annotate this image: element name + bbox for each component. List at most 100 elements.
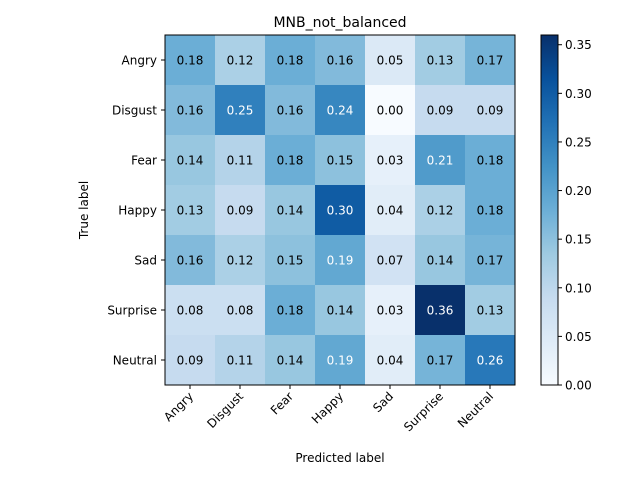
cell-value-label: 0.18 [177,54,204,68]
cell-value-label: 0.13 [477,304,504,318]
cell-value-label: 0.14 [327,304,354,318]
heatmap-cell [415,335,466,386]
cell-value-label: 0.15 [327,154,354,168]
cell-value-label: 0.09 [177,354,204,368]
cell-value-label: 0.03 [377,154,404,168]
heatmap-cell [465,135,516,186]
x-tick-label: Surprise [401,389,446,434]
heatmap-cell [365,85,416,136]
colorbar-tick-label: 0.10 [565,281,592,295]
heatmap-cell [465,85,516,136]
cell-value-label: 0.26 [477,354,504,368]
y-tick-label: Fear [131,154,157,168]
heatmap-cell [415,235,466,286]
cell-value-label: 0.14 [277,204,304,218]
cell-value-label: 0.13 [177,204,204,218]
heatmap-cell [315,185,366,236]
cell-value-label: 0.08 [177,304,204,318]
colorbar-ticks: 0.00 0.05 0.10 0.15 0.20 0.25 0.30 0.35 [558,38,592,393]
x-tick-label: Happy [309,389,346,426]
heatmap-cell [265,285,316,336]
cell-value-label: 0.17 [477,254,504,268]
heatmap-cell [465,335,516,386]
cell-value-label: 0.00 [377,104,404,118]
heatmap-cell [465,35,516,86]
heatmap-cell [265,135,316,186]
cell-value-label: 0.16 [177,104,204,118]
heatmap-cell [365,135,416,186]
heatmap-cell [265,85,316,136]
cell-value-label: 0.14 [427,254,454,268]
heatmap-cell [415,35,466,86]
x-axis-ticks: Angry Disgust Fear Happy Sad Surprise Neutral [161,385,496,434]
cell-value-label: 0.25 [227,104,254,118]
y-tick-label: Angry [122,54,157,68]
y-tick-label: Disgust [112,104,157,118]
heatmap-cell [315,135,366,186]
cell-value-label: 0.09 [227,204,254,218]
y-axis-label: True label [77,181,91,240]
y-axis-ticks: Angry Disgust Fear Happy Sad Surprise Neutral [107,54,165,368]
heatmap-cell [365,185,416,236]
heatmap-cell [465,185,516,236]
cell-value-label: 0.19 [327,354,354,368]
colorbar-tick-label: 0.15 [565,233,592,247]
x-tick-label: Disgust [204,389,246,431]
heatmap-cell [265,185,316,236]
x-tick-label: Angry [161,389,196,424]
cell-value-label: 0.09 [427,104,454,118]
heatmap-cell-labels: 0.18 0.12 0.18 0.16 0.05 0.13 0.17 0.16 0.25 0.16… [177,54,504,368]
heatmap-cell [215,235,266,286]
colorbar-tick-label: 0.20 [565,184,592,198]
heatmap-cell [415,185,466,236]
cell-value-label: 0.11 [227,154,254,168]
colorbar [540,34,559,386]
heatmap-cell [165,185,216,236]
y-tick-label: Surprise [107,304,157,318]
heatmap-cell [365,335,416,386]
cell-value-label: 0.16 [277,104,304,118]
heatmap-cell [265,335,316,386]
cell-value-label: 0.03 [377,304,404,318]
heatmap-cell [215,335,266,386]
cell-value-label: 0.18 [277,154,304,168]
cell-value-label: 0.30 [327,204,354,218]
cell-value-label: 0.05 [377,54,404,68]
cell-value-label: 0.17 [427,354,454,368]
cell-value-label: 0.16 [327,54,354,68]
heatmap-cell [415,135,466,186]
colorbar-tick-label: 0.25 [565,135,592,149]
cell-value-label: 0.04 [377,204,404,218]
heatmap-cell [165,35,216,86]
heatmap-cell [415,85,466,136]
cell-value-label: 0.13 [427,54,454,68]
colorbar-tick-label: 0.30 [565,87,592,101]
heatmap-cell [465,285,516,336]
heatmap-cell [165,335,216,386]
cell-value-label: 0.07 [377,254,404,268]
cell-value-label: 0.17 [477,54,504,68]
cell-value-label: 0.18 [477,154,504,168]
heatmap-cell [165,85,216,136]
heatmap-cell [465,235,516,286]
heatmap-cell [165,285,216,336]
cell-value-label: 0.14 [177,154,204,168]
heatmap-cell [165,235,216,286]
cell-value-label: 0.18 [277,304,304,318]
cell-value-label: 0.19 [327,254,354,268]
x-tick-label: Sad [370,389,396,415]
x-tick-label: Neutral [455,389,496,430]
cell-value-label: 0.09 [477,104,504,118]
cell-value-label: 0.12 [227,54,254,68]
cell-value-label: 0.16 [177,254,204,268]
colorbar-tick-label: 0.05 [565,330,592,344]
cell-value-label: 0.36 [427,304,454,318]
heatmap-cell [365,235,416,286]
heatmap-cell [215,35,266,86]
cell-value-label: 0.04 [377,354,404,368]
y-tick-label: Neutral [113,354,157,368]
heatmap-cell [315,335,366,386]
heatmap-cell [165,135,216,186]
colorbar-tick-label: 0.35 [565,38,592,52]
